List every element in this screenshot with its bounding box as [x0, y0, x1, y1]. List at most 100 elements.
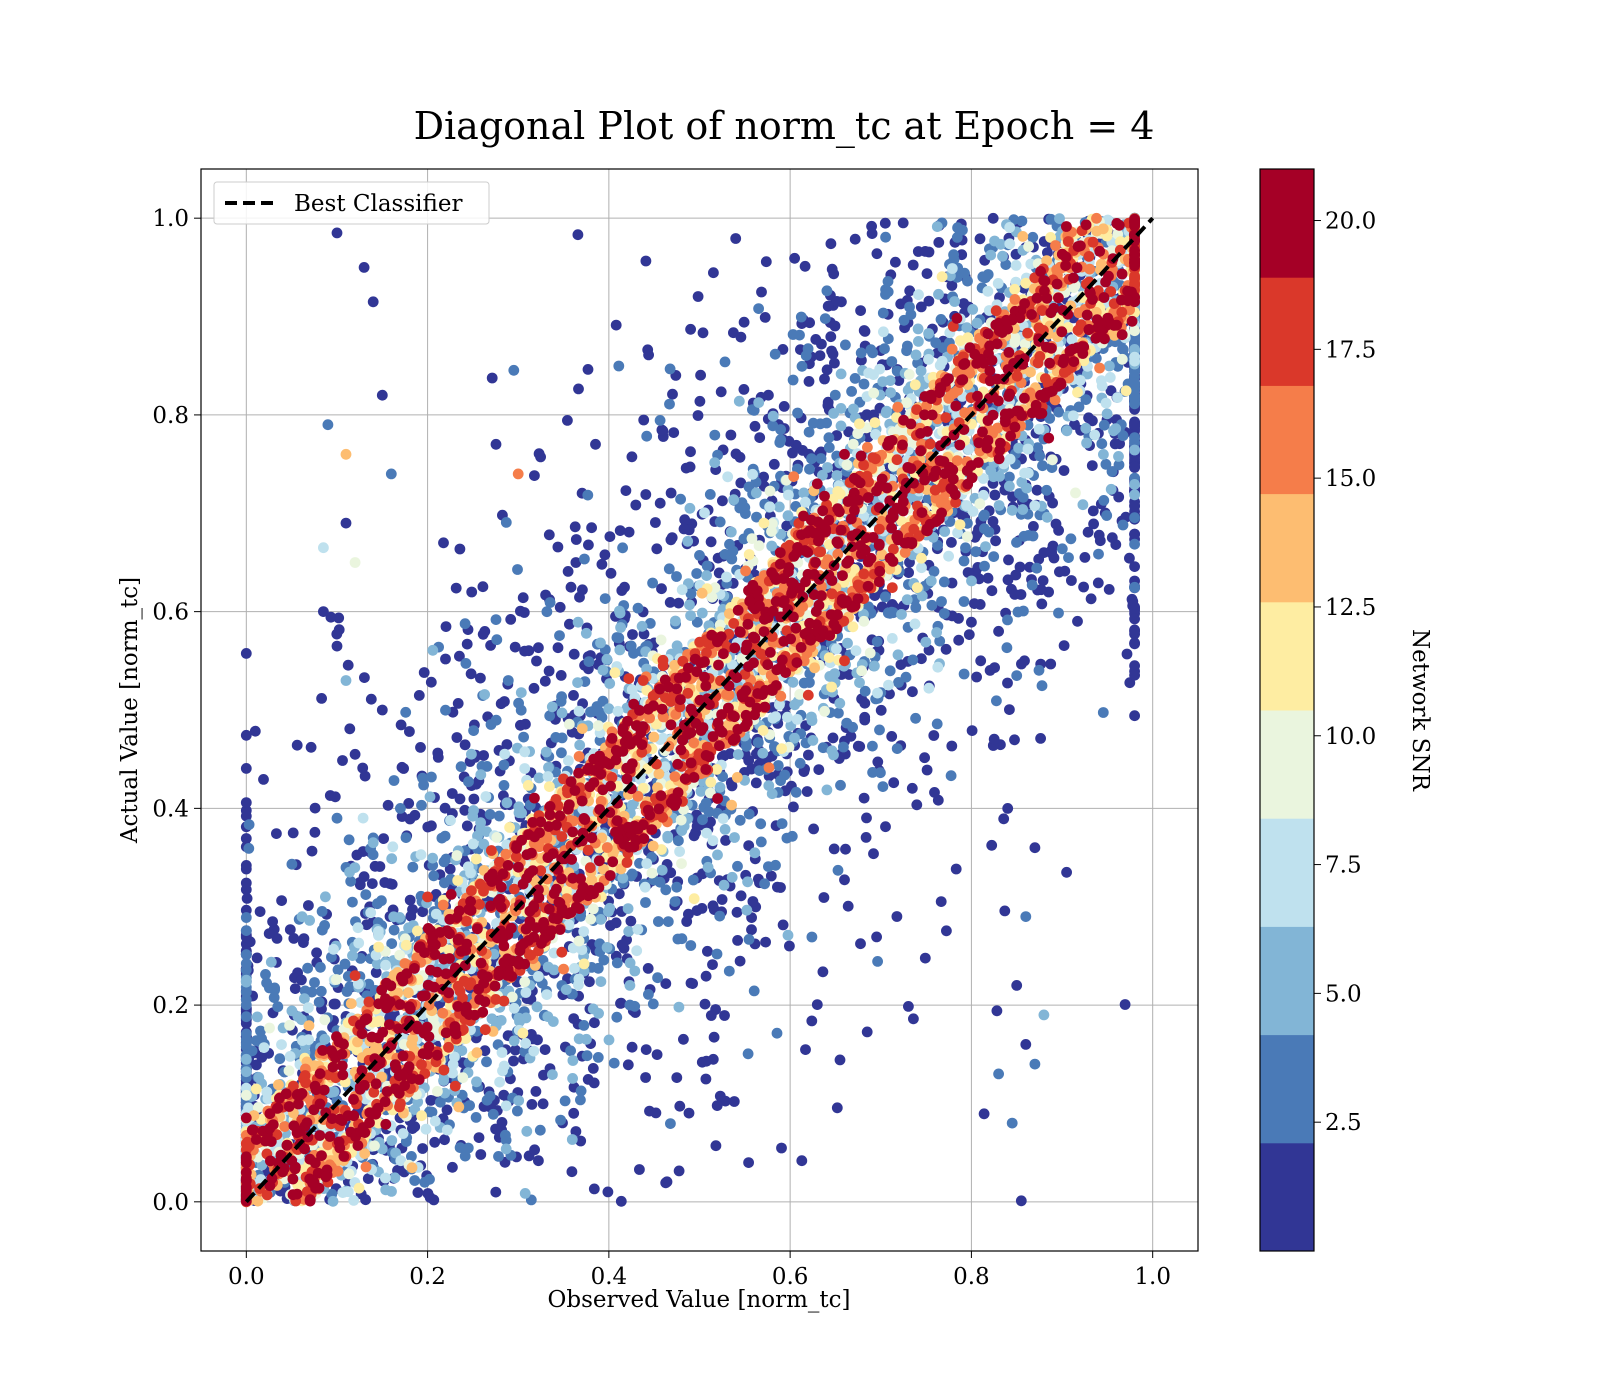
scatter-point	[256, 1051, 268, 1063]
scatter-point	[475, 769, 487, 781]
scatter-point	[803, 376, 815, 387]
scatter-point	[674, 1100, 686, 1112]
scatter-point	[589, 1017, 600, 1029]
scatter-point	[789, 699, 801, 711]
scatter-point	[574, 591, 585, 603]
scatter-point	[882, 276, 894, 287]
scatter-point	[359, 672, 370, 683]
scatter-point	[418, 667, 430, 678]
scatter-point	[441, 1104, 453, 1116]
scatter-point	[1101, 510, 1113, 521]
scatter-point	[1087, 415, 1098, 427]
scatter-point	[622, 1059, 634, 1071]
scatter-point	[696, 607, 708, 619]
scatter-point	[792, 407, 803, 419]
scatter-point	[1004, 222, 1016, 233]
scatter-point	[704, 489, 716, 500]
scatter-point	[567, 1055, 579, 1066]
scatter-point	[1093, 548, 1104, 560]
scatter-point	[1013, 442, 1024, 454]
scatter-point	[884, 665, 896, 677]
scatter-point	[703, 806, 715, 818]
scatter-point	[318, 542, 329, 554]
scatter-point	[989, 662, 1000, 673]
scatter-point	[966, 575, 977, 587]
scatter-point	[884, 375, 896, 386]
scatter-point	[1058, 465, 1070, 476]
scatter-point	[298, 933, 310, 944]
scatter-point	[997, 250, 1008, 262]
scatter-point	[684, 599, 695, 611]
scatter-point	[880, 821, 891, 833]
scatter-point	[379, 877, 391, 888]
scatter-point	[541, 989, 553, 1000]
scatter-point	[302, 1002, 314, 1013]
scatter-point	[286, 1005, 298, 1017]
scatter-point	[473, 1132, 485, 1143]
scatter-point	[1006, 504, 1018, 516]
scatter-point	[454, 650, 465, 662]
scatter-point	[849, 373, 861, 384]
scatter-point	[372, 898, 383, 910]
scatter-point	[574, 739, 586, 751]
scatter-point	[1035, 584, 1047, 596]
scatter-point	[943, 550, 954, 562]
scatter-point	[608, 1057, 620, 1069]
scatter-point	[315, 985, 327, 997]
scatter-point	[923, 354, 934, 365]
scatter-point	[565, 1045, 576, 1057]
scatter-point	[424, 791, 436, 803]
scatter-point	[764, 501, 776, 513]
scatter-point	[627, 629, 638, 640]
scatter-point	[855, 305, 866, 316]
scatter-point	[752, 737, 764, 748]
scatter-point	[617, 872, 629, 884]
scatter-point	[512, 1105, 523, 1117]
scatter-point	[935, 896, 947, 907]
scatter-point	[357, 812, 369, 824]
scatter-point	[778, 401, 790, 412]
scatter-point	[692, 291, 704, 302]
scatter-point	[798, 677, 810, 689]
scatter-point	[559, 1095, 571, 1107]
scatter-point	[684, 502, 696, 514]
scatter-point	[725, 429, 737, 441]
scatter-point	[240, 833, 252, 844]
scatter-point	[554, 630, 565, 641]
scatter-point	[531, 655, 542, 667]
scatter-point	[240, 974, 252, 986]
scatter-point	[1098, 419, 1110, 431]
scatter-point	[243, 819, 255, 830]
scatter-point	[537, 1098, 549, 1110]
scatter-point	[829, 668, 841, 679]
scatter-point	[643, 989, 654, 1000]
scatter-point	[367, 296, 379, 308]
scatter-point	[1096, 438, 1108, 450]
scatter-point	[825, 331, 837, 343]
scatter-point	[623, 926, 635, 937]
scatter-point	[817, 966, 829, 978]
scatter-point	[643, 349, 654, 361]
scatter-point	[454, 793, 466, 805]
scatter-point	[679, 514, 691, 526]
scatter-point	[634, 1164, 645, 1175]
scatter-point	[775, 424, 786, 435]
scatter-point	[757, 747, 769, 759]
scatter-point	[962, 275, 973, 287]
scatter-point	[302, 962, 313, 974]
scatter-point	[750, 777, 762, 789]
scatter-point	[444, 863, 456, 875]
scatter-point	[513, 697, 524, 709]
scatter-point	[461, 638, 473, 650]
scatter-point	[1097, 707, 1109, 718]
scatter-point	[1012, 606, 1024, 618]
scatter-point	[386, 853, 398, 865]
scatter-point	[712, 849, 723, 861]
scatter-point	[963, 629, 975, 640]
scatter-point	[980, 541, 991, 552]
scatter-point	[949, 296, 960, 307]
scatter-point	[840, 843, 851, 855]
scatter-point	[519, 746, 531, 758]
scatter-point	[441, 1124, 453, 1136]
scatter-point	[240, 877, 252, 889]
